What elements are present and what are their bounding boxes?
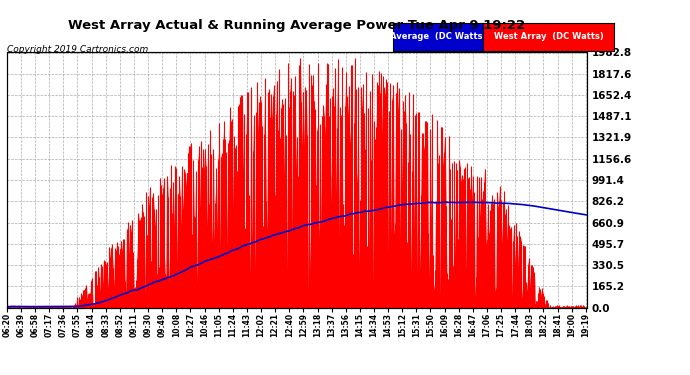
Text: Copyright 2019 Cartronics.com: Copyright 2019 Cartronics.com [7,45,148,54]
Text: Average  (DC Watts): Average (DC Watts) [390,32,486,41]
Text: West Array Actual & Running Average Power Tue Apr 9 19:22: West Array Actual & Running Average Powe… [68,19,525,32]
Text: West Array  (DC Watts): West Array (DC Watts) [493,32,604,41]
